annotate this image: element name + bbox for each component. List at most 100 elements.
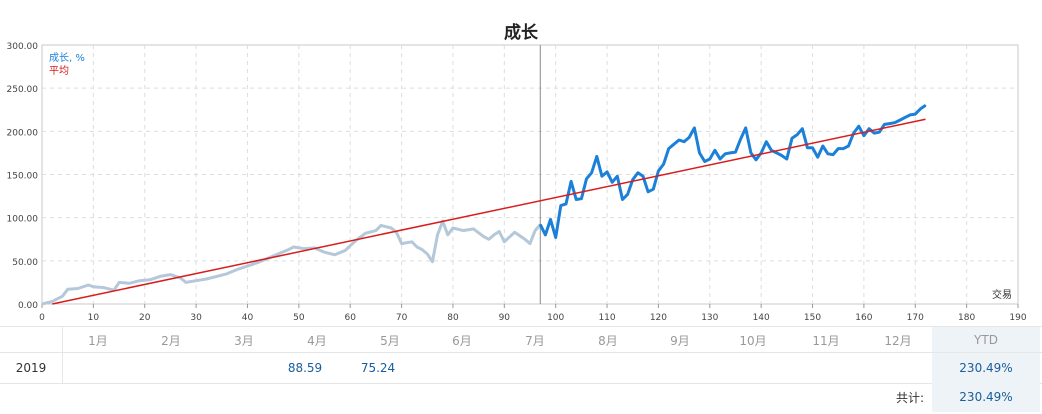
x-tick-label: 0: [39, 313, 45, 323]
growth-point: [796, 133, 798, 136]
growth-point: [226, 272, 228, 275]
growth-point: [66, 288, 69, 291]
y-tick-label: 0.00: [18, 301, 38, 311]
growth-point: [292, 246, 295, 248]
growth-point: [159, 275, 161, 278]
growth-point: [436, 234, 439, 236]
x-tick-label: 110: [598, 313, 615, 323]
month-header-row: 1月 2月 3月 4月 5月 6月 7月 8月 9月 10月 11月 12月 YTD: [0, 326, 1042, 353]
average-line: [52, 118, 926, 305]
growth-point: [334, 253, 336, 256]
growth-point: [642, 175, 644, 178]
growth-point: [513, 231, 516, 234]
growth-point: [585, 178, 588, 180]
month-header: 9月: [670, 333, 690, 348]
growth-point: [631, 178, 634, 181]
month-header: 11月: [812, 333, 840, 348]
y-tick-label: 50.00: [12, 258, 38, 268]
growth-point: [924, 104, 927, 107]
column-separator: [62, 353, 63, 383]
growth-point: [811, 146, 814, 149]
growth-point: [837, 147, 840, 150]
growth-point: [626, 193, 629, 196]
growth-point: [791, 137, 793, 140]
y-tick-label: 200.00: [7, 128, 39, 138]
x-tick-label: 160: [855, 313, 872, 323]
x-tick-label: 90: [499, 313, 511, 323]
x-tick-label: 50: [293, 313, 305, 323]
x-tick-label: 30: [190, 313, 202, 323]
growth-point: [847, 145, 850, 147]
growth-point: [673, 143, 675, 146]
growth-point: [693, 127, 696, 129]
growth-point: [560, 204, 562, 207]
growth-point: [857, 125, 860, 127]
growth-point: [606, 171, 608, 173]
growth-point: [580, 197, 583, 200]
growth-point: [904, 116, 906, 119]
growth-point: [256, 261, 259, 264]
growth-point: [544, 234, 547, 236]
growth-point: [179, 277, 182, 279]
y-tick-label: 300.00: [7, 42, 39, 52]
x-axis-label: 交易: [992, 288, 1012, 301]
month-header: 2月: [161, 333, 181, 348]
growth-point: [185, 281, 187, 284]
growth-point: [863, 134, 865, 137]
growth-point: [195, 279, 197, 282]
growth-point: [775, 152, 778, 154]
growth-point: [411, 241, 413, 243]
growth-point: [554, 236, 557, 239]
growth-point: [703, 160, 706, 163]
y-tick-label: 150.00: [7, 172, 39, 182]
growth-point: [765, 140, 768, 143]
growth-point: [744, 127, 747, 129]
growth-point: [344, 249, 346, 252]
column-separator: [62, 327, 63, 353]
growth-point: [801, 127, 804, 130]
growth-point: [678, 139, 680, 141]
growth-point: [842, 147, 845, 150]
growth-line-past: [41, 219, 542, 306]
growth-point: [303, 247, 305, 250]
growth-point: [657, 170, 660, 172]
year-data-row: 88.59 75.24 2019 230.49%: [0, 352, 1042, 384]
growth-point: [755, 159, 757, 161]
growth-point: [169, 273, 172, 276]
growth-point: [503, 241, 506, 243]
x-tick-label: 180: [958, 313, 975, 323]
month-header: 1月: [88, 333, 108, 348]
growth-point: [595, 155, 598, 158]
y-tick-label: 100.00: [7, 215, 39, 225]
growth-point: [868, 127, 870, 130]
x-tick-label: 120: [650, 313, 667, 323]
growth-point: [909, 114, 911, 116]
growth-point: [380, 224, 382, 227]
growth-point: [832, 153, 834, 156]
growth-point: [426, 253, 429, 255]
year-label: 2019: [15, 361, 47, 375]
growth-point: [667, 147, 670, 150]
x-tick-label: 40: [242, 313, 254, 323]
growth-point: [236, 268, 238, 271]
growth-point: [61, 295, 64, 298]
growth-point: [51, 300, 54, 303]
x-tick-label: 60: [344, 313, 356, 323]
x-tick-label: 130: [701, 313, 718, 323]
growth-point: [786, 158, 788, 160]
month-header: 3月: [234, 333, 254, 348]
total-value: 230.49%: [932, 382, 1040, 412]
ytd-value: 230.49%: [932, 353, 1040, 383]
growth-point: [421, 248, 423, 251]
total-row: 共计: 230.49%: [0, 382, 1042, 412]
growth-point: [87, 284, 90, 286]
growth-point: [750, 152, 752, 154]
month-header: 7月: [525, 333, 545, 348]
growth-point: [529, 242, 531, 245]
x-tick-label: 20: [139, 313, 151, 323]
growth-point: [714, 149, 716, 152]
growth-point: [698, 152, 701, 154]
growth-point: [287, 248, 290, 251]
growth-point: [77, 287, 79, 290]
